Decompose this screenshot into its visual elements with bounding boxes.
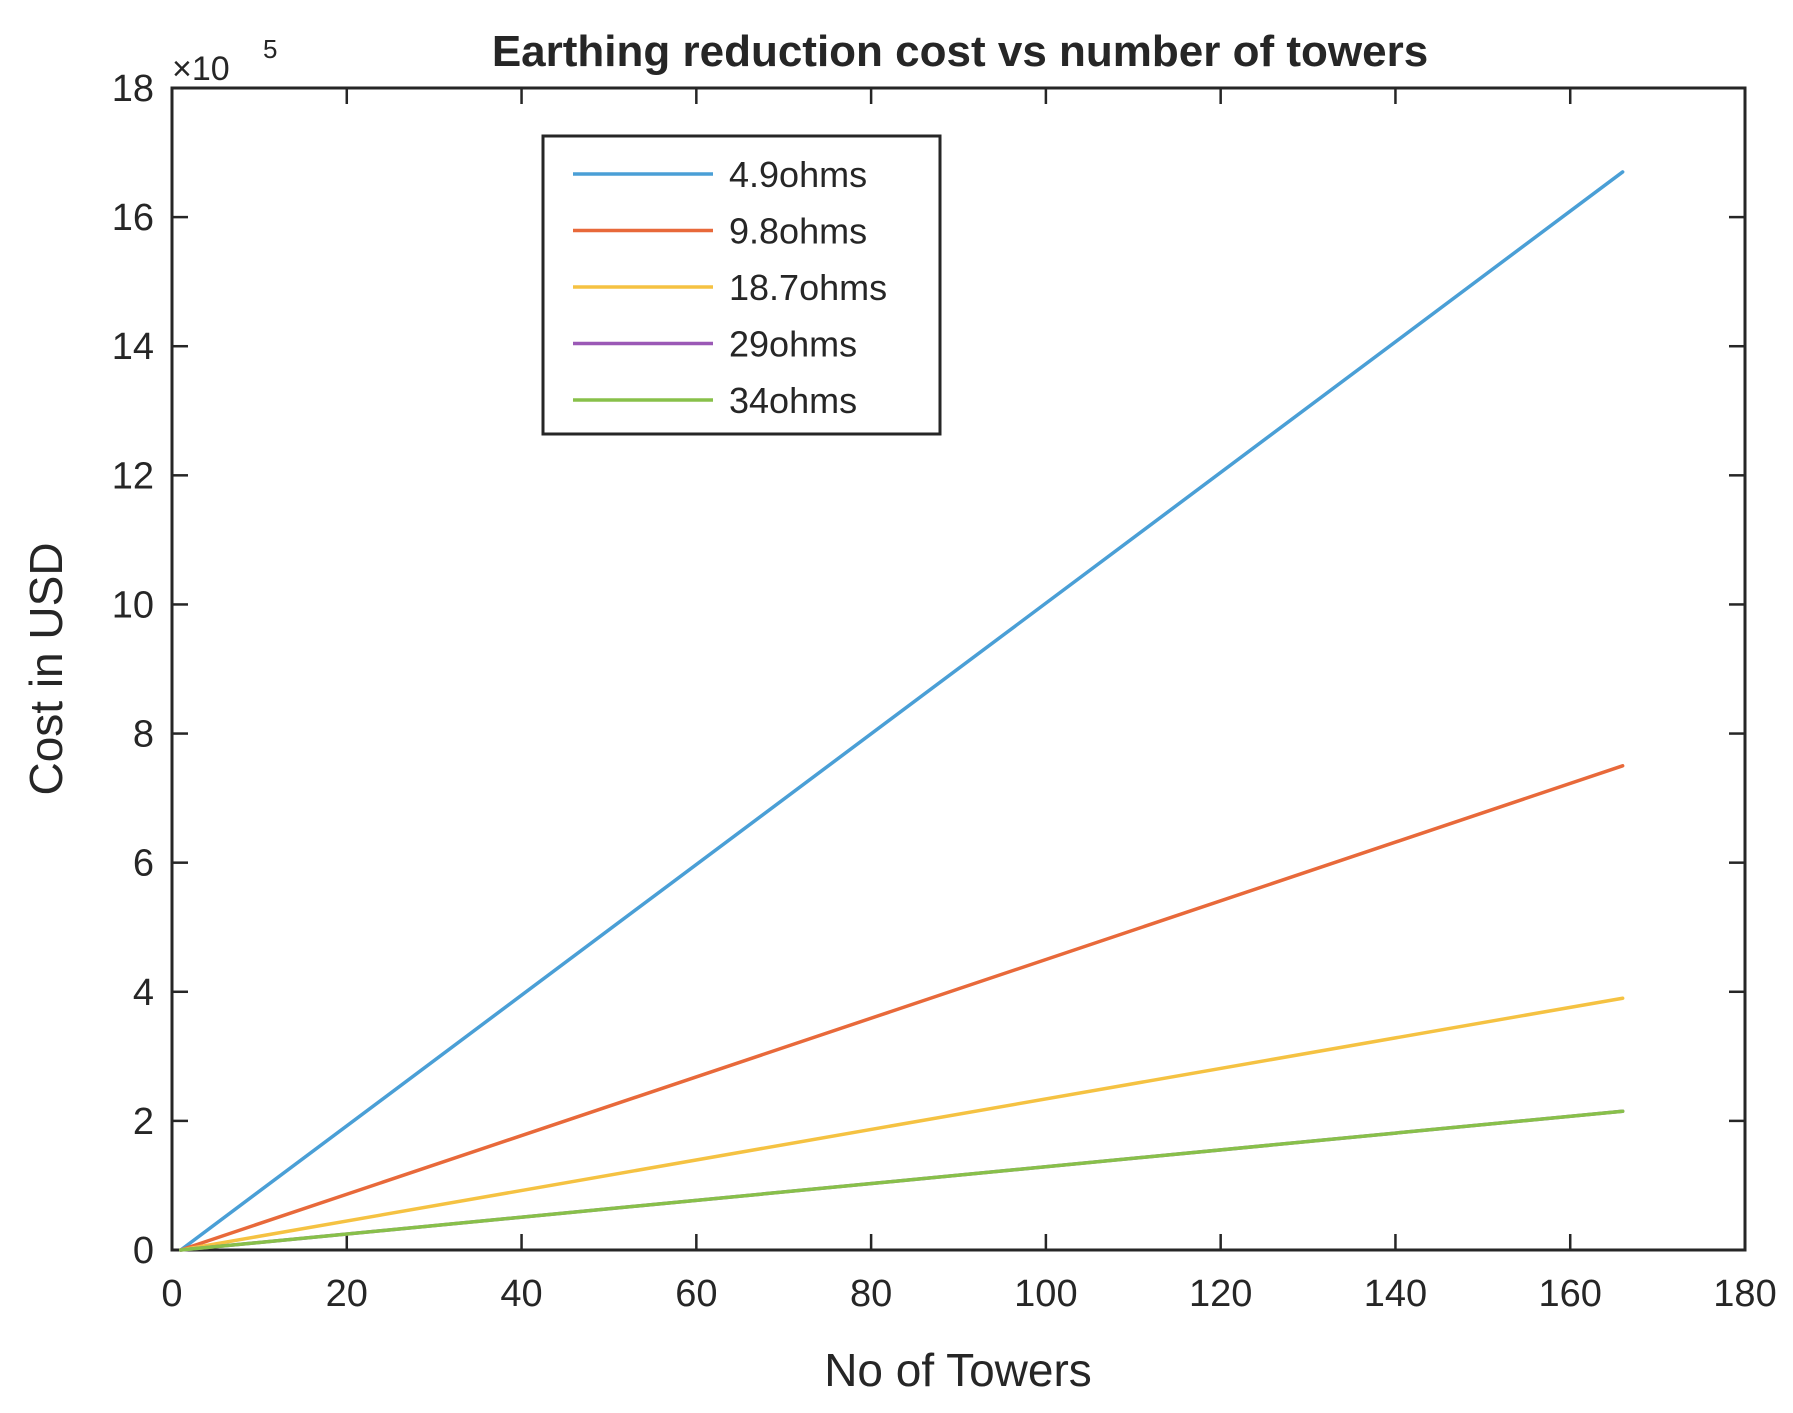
legend-label-9.8ohms: 9.8ohms — [729, 211, 867, 252]
x-axis-label: No of Towers — [824, 1344, 1092, 1396]
x-tick-label: 60 — [675, 1273, 717, 1315]
series-line-18.7ohms — [178, 996, 1625, 1252]
y-axis-ticks: 0 2 4 6 8 10 12 14 16 18 — [112, 68, 1745, 1272]
y-tick-label: 4 — [133, 972, 154, 1014]
y-tick-label: 0 — [133, 1230, 154, 1272]
legend: 4.9ohms 9.8ohms 18.7ohms 29ohms 34ohms — [541, 134, 942, 436]
y-tick-label: 10 — [112, 584, 154, 626]
legend-label-34ohms: 34ohms — [729, 380, 857, 421]
chart-title: Earthing reduction cost vs number of tow… — [492, 27, 1428, 76]
y-exponent-power: 5 — [263, 34, 277, 64]
series-line-34ohms — [178, 1109, 1625, 1252]
x-tick-label: 40 — [500, 1273, 542, 1315]
y-tick-label: 2 — [133, 1101, 154, 1143]
y-tick-label: 8 — [133, 714, 154, 756]
series-line-9.8ohms — [178, 764, 1625, 1252]
legend-label-29ohms: 29ohms — [729, 324, 857, 365]
legend-box — [541, 134, 942, 436]
y-tick-label: 18 — [112, 68, 154, 110]
y-tick-label: 16 — [112, 197, 154, 239]
x-tick-label: 140 — [1364, 1273, 1427, 1315]
y-tick-label: 6 — [133, 843, 154, 885]
x-axis-ticks: 0 20 40 60 80 100 120 140 160 180 — [161, 88, 1777, 1315]
series-line-4.9ohms — [178, 170, 1625, 1252]
x-tick-label: 80 — [850, 1273, 892, 1315]
x-tick-label: 180 — [1713, 1273, 1776, 1315]
x-tick-label: 120 — [1189, 1273, 1252, 1315]
series-lines — [178, 170, 1625, 1252]
x-tick-label: 100 — [1014, 1273, 1077, 1315]
legend-label-18.7ohms: 18.7ohms — [729, 267, 887, 308]
y-axis-label: Cost in USD — [20, 542, 72, 795]
y-tick-label: 12 — [112, 455, 154, 497]
x-tick-label: 0 — [161, 1273, 182, 1315]
x-tick-label: 160 — [1539, 1273, 1602, 1315]
y-exponent-base: ×10 — [172, 50, 230, 88]
legend-label-4.9ohms: 4.9ohms — [729, 154, 867, 195]
y-tick-label: 14 — [112, 326, 154, 368]
x-tick-label: 20 — [326, 1273, 368, 1315]
